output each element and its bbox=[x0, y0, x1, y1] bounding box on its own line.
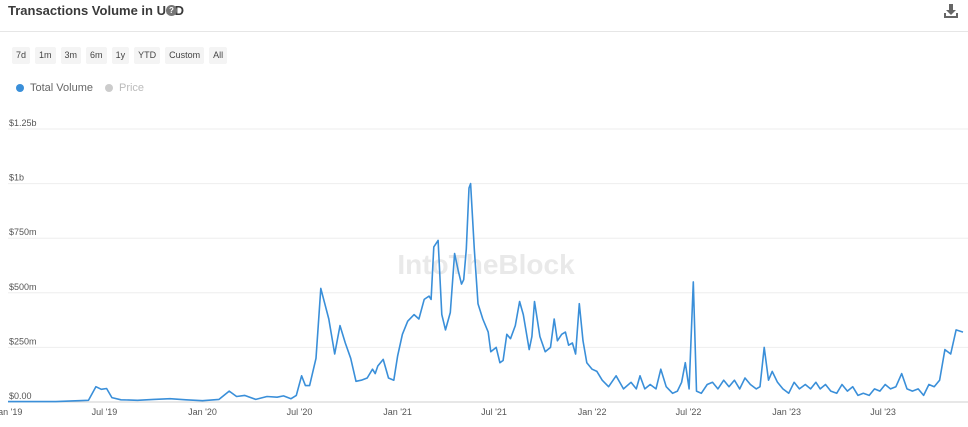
question-circle-icon[interactable]: ? bbox=[166, 5, 177, 16]
range-7d-button[interactable]: 7d bbox=[12, 47, 31, 64]
legend-dot-price bbox=[104, 84, 113, 92]
range-all-button[interactable]: All bbox=[209, 47, 228, 64]
range-6m-button[interactable]: 6m bbox=[86, 47, 107, 64]
range-3m-button[interactable]: 3m bbox=[60, 47, 82, 64]
y-tick-label: $1.25b bbox=[9, 118, 37, 128]
range-1y-button[interactable]: 1y bbox=[111, 47, 130, 64]
legend-label-total-volume: Total Volume bbox=[30, 82, 93, 94]
series-line-total-volume bbox=[8, 182, 964, 403]
y-tick-label: $0.00 bbox=[9, 391, 32, 401]
range-ytd-button[interactable]: YTD bbox=[134, 47, 161, 64]
chart-legend: Total Volume Price bbox=[16, 82, 144, 94]
x-tick-label: Jul '21 bbox=[481, 407, 507, 417]
legend-label-price: Price bbox=[118, 82, 145, 94]
legend-dot-total-volume bbox=[16, 84, 24, 92]
x-tick-label: Jan '21 bbox=[383, 407, 412, 417]
chart-header: Transactions Volume in USD ? bbox=[0, 0, 968, 32]
y-tick-label: $250m bbox=[9, 336, 37, 346]
y-tick-label: $500m bbox=[9, 282, 37, 292]
x-tick-label: Jul '20 bbox=[287, 407, 313, 417]
x-tick-label: Jul '23 bbox=[870, 407, 896, 417]
range-custom-button[interactable]: Custom bbox=[165, 47, 205, 64]
x-tick-label: Jan '22 bbox=[578, 407, 607, 417]
x-tick-label: Jan '19 bbox=[0, 407, 22, 417]
legend-item-price[interactable]: Price bbox=[104, 82, 145, 94]
x-tick-label: Jul '22 bbox=[676, 407, 702, 417]
range-selector: 7d 1m 3m 6m 1y YTD Custom All bbox=[12, 47, 228, 64]
x-tick-label: Jul '19 bbox=[92, 407, 118, 417]
y-tick-label: $1b bbox=[9, 173, 24, 183]
watermark-logo: IntoTheBlock bbox=[397, 249, 575, 280]
x-tick-label: Jan '20 bbox=[188, 407, 217, 417]
download-icon[interactable] bbox=[943, 3, 959, 19]
chart-title: Transactions Volume in USD bbox=[8, 3, 185, 18]
range-1m-button[interactable]: 1m bbox=[35, 47, 56, 64]
y-tick-label: $750m bbox=[9, 227, 37, 237]
legend-item-total-volume[interactable]: Total Volume bbox=[16, 82, 93, 94]
x-tick-label: Jan '23 bbox=[772, 407, 801, 417]
